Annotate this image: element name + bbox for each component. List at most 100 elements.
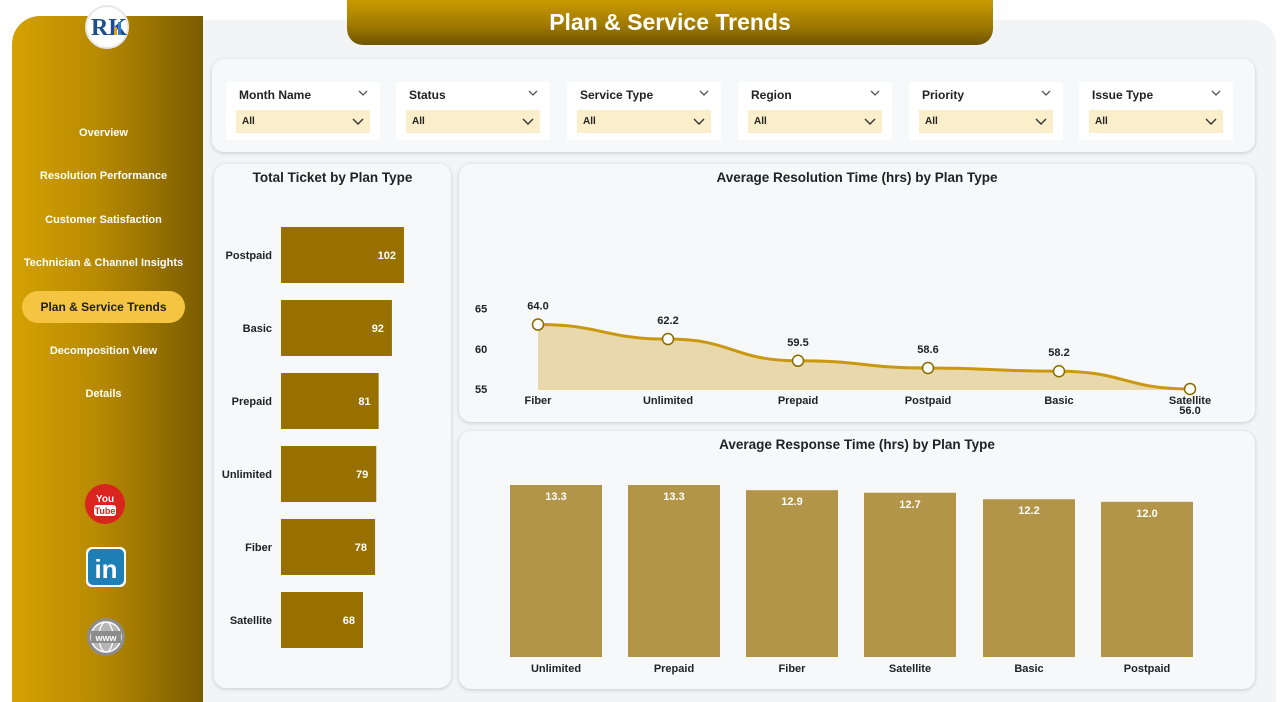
filter-priority: Priority All <box>909 82 1063 140</box>
chevron-down-icon[interactable] <box>1041 88 1051 98</box>
month-name-dropdown[interactable]: All <box>236 110 370 133</box>
total-ticket-chart-card: Total Ticket by Plan Type 102 Postpaid 92 B… <box>214 164 451 688</box>
filter-region: Region All <box>738 82 892 140</box>
data-label: 58.2 <box>1048 347 1069 359</box>
dropdown-value: All <box>925 116 938 127</box>
category-label: Basic <box>243 323 272 335</box>
bar <box>983 499 1075 657</box>
sidebar-item-customer-satisfaction[interactable]: Customer Satisfaction <box>45 214 162 226</box>
filter-label: Region <box>751 88 792 102</box>
chevron-down-icon[interactable] <box>358 88 368 98</box>
data-label: 68 <box>343 615 355 627</box>
filter-month-name: Month Name All <box>226 82 380 140</box>
company-logo[interactable]: RK <box>85 5 129 49</box>
data-label: 59.5 <box>787 337 808 349</box>
chevron-down-icon <box>522 118 534 125</box>
total-ticket-chart[interactable]: 102 Postpaid 92 Basic 81 Prepaid 79 Unlimited 78… <box>214 164 451 688</box>
category-label: Fiber <box>525 395 553 407</box>
bar <box>281 300 392 356</box>
y-tick-label: 60 <box>475 344 487 356</box>
chevron-down-icon <box>864 118 876 125</box>
sidebar-item-decomposition-view[interactable]: Decomposition View <box>49 345 158 357</box>
response-time-chart-card: Average Response Time (hrs) by Plan Type… <box>459 431 1255 689</box>
chevron-down-icon <box>1035 118 1047 125</box>
chevron-down-icon[interactable] <box>699 88 709 98</box>
category-label: Fiber <box>245 542 273 554</box>
status-dropdown[interactable]: All <box>406 110 540 133</box>
category-label: Fiber <box>779 663 807 675</box>
svg-text:RK: RK <box>91 15 127 41</box>
category-label: Satellite <box>889 663 931 675</box>
chart-title: Average Resolution Time (hrs) by Plan Ty… <box>716 170 998 185</box>
resolution-time-chart-card: Average Resolution Time (hrs) by Plan Ty… <box>459 164 1255 422</box>
filter-label: Issue Type <box>1092 88 1154 102</box>
category-label: Postpaid <box>226 250 272 262</box>
website-button[interactable]: www <box>86 617 126 662</box>
data-label: 13.3 <box>545 491 566 503</box>
data-label: 12.2 <box>1018 505 1039 517</box>
issue-type-dropdown[interactable]: All <box>1089 110 1223 133</box>
category-label: Basic <box>1044 395 1073 407</box>
linkedin-icon: in <box>86 547 126 587</box>
resolution-time-chart[interactable]: 65 60 55 64.0 Fiber 62.2 Unlimited 59.5 Prepaid 5… <box>459 164 1255 422</box>
chevron-down-icon[interactable] <box>1211 88 1221 98</box>
sidebar <box>12 16 203 702</box>
bar <box>746 490 838 657</box>
filter-service-type: Service Type All <box>567 82 721 140</box>
region-dropdown[interactable]: All <box>748 110 882 133</box>
data-label: 79 <box>356 469 368 481</box>
sidebar-item-plan-service-trends[interactable]: Plan & Service Trends <box>22 291 185 323</box>
service-type-dropdown[interactable]: All <box>577 110 711 133</box>
dropdown-value: All <box>1095 116 1108 127</box>
chevron-down-icon[interactable] <box>528 88 538 98</box>
chevron-down-icon <box>1205 118 1217 125</box>
priority-dropdown[interactable]: All <box>919 110 1053 133</box>
response-time-chart[interactable]: 13.3 Unlimited 13.3 Prepaid 12.9 Fiber 12.7 Sat… <box>459 431 1255 689</box>
svg-text:Tube: Tube <box>95 506 116 516</box>
category-label: Unlimited <box>531 663 581 675</box>
data-point <box>531 318 545 331</box>
data-label: 56.0 <box>1179 405 1200 417</box>
bar <box>864 492 956 657</box>
category-label: Prepaid <box>232 396 272 408</box>
bar <box>281 519 376 575</box>
sidebar-item-technician-channel-insights[interactable]: Technician & Channel Insights <box>23 257 184 269</box>
sidebar-item-overview[interactable]: Overview <box>79 127 128 139</box>
sidebar-item-details[interactable]: Details <box>85 388 122 400</box>
category-label: Postpaid <box>905 395 951 407</box>
category-label: Satellite <box>230 615 272 627</box>
area-fill <box>538 324 1190 390</box>
chevron-down-icon[interactable] <box>870 88 880 98</box>
bar <box>281 373 379 429</box>
filter-status: Status All <box>396 82 550 140</box>
data-label: 78 <box>355 542 367 554</box>
dropdown-value: All <box>412 116 425 127</box>
svg-text:You: You <box>96 494 114 505</box>
category-label: Prepaid <box>778 395 818 407</box>
category-label: Prepaid <box>654 663 694 675</box>
data-label: 102 <box>378 250 396 262</box>
data-label: 13.3 <box>663 491 684 503</box>
bar <box>281 446 377 502</box>
data-label: 12.7 <box>899 499 920 511</box>
linkedin-button[interactable]: in <box>86 547 126 592</box>
data-label: 62.2 <box>657 315 678 327</box>
y-tick-label: 65 <box>475 304 487 316</box>
filter-label: Priority <box>922 88 965 102</box>
data-label: 12.9 <box>781 496 802 508</box>
data-label: 81 <box>358 396 370 408</box>
bar <box>628 485 720 657</box>
category-label: Unlimited <box>643 395 693 407</box>
filter-label: Service Type <box>580 88 654 102</box>
bar <box>281 592 363 648</box>
series-line <box>537 323 1191 391</box>
filter-label: Month Name <box>239 88 311 102</box>
filter-issue-type: Issue Type All <box>1079 82 1233 140</box>
sidebar-item-resolution-performance[interactable]: Resolution Performance <box>39 170 168 182</box>
youtube-button[interactable]: You Tube <box>85 484 125 529</box>
data-label: 58.6 <box>917 344 938 356</box>
data-point <box>791 354 805 368</box>
data-point <box>921 361 935 375</box>
category-label: Basic <box>1014 663 1043 675</box>
globe-icon: www <box>87 618 125 656</box>
